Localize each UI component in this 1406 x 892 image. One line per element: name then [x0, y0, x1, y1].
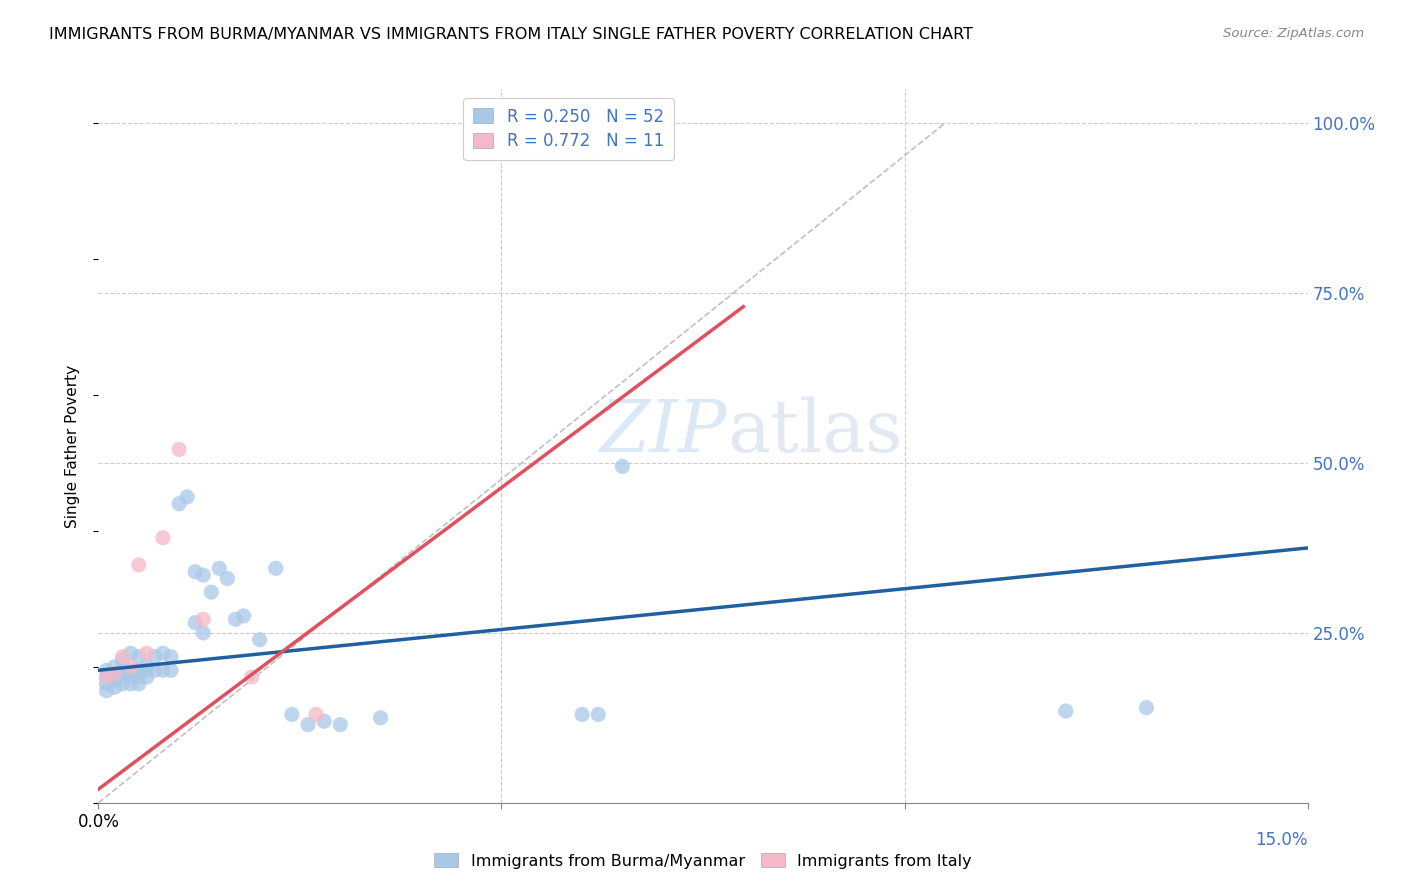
Point: [128, 677, 150, 691]
Point: [184, 615, 207, 630]
Point: [281, 707, 304, 722]
Point: [135, 670, 157, 684]
Text: Source: ZipAtlas.com: Source: ZipAtlas.com: [1223, 27, 1364, 40]
Point: [96, 670, 118, 684]
Text: atlas: atlas: [727, 396, 903, 467]
Point: [111, 677, 134, 691]
Point: [249, 632, 271, 647]
Point: [160, 663, 183, 677]
Point: [193, 612, 215, 626]
Point: [152, 663, 174, 677]
Point: [370, 711, 392, 725]
Point: [152, 531, 174, 545]
Legend: Immigrants from Burma/Myanmar, Immigrants from Italy: Immigrants from Burma/Myanmar, Immigrant…: [427, 847, 979, 875]
Point: [264, 561, 287, 575]
Text: IMMIGRANTS FROM BURMA/MYANMAR VS IMMIGRANTS FROM ITALY SINGLE FATHER POVERTY COR: IMMIGRANTS FROM BURMA/MYANMAR VS IMMIGRA…: [49, 27, 973, 42]
Point: [193, 568, 215, 582]
Point: [120, 663, 142, 677]
Point: [103, 666, 125, 681]
Point: [143, 663, 166, 677]
Point: [120, 660, 142, 674]
Point: [143, 649, 166, 664]
Point: [135, 663, 157, 677]
Point: [160, 649, 183, 664]
Point: [103, 666, 125, 681]
Point: [128, 558, 150, 572]
Point: [103, 673, 125, 688]
Point: [120, 677, 142, 691]
Point: [305, 707, 328, 722]
Point: [240, 670, 263, 684]
Point: [128, 649, 150, 664]
Point: [176, 490, 198, 504]
Text: ZIP: ZIP: [600, 396, 727, 467]
Point: [224, 612, 246, 626]
Point: [1135, 700, 1157, 714]
Point: [1054, 704, 1077, 718]
Point: [111, 653, 134, 667]
Point: [586, 707, 609, 722]
Point: [111, 670, 134, 684]
Point: [96, 677, 118, 691]
Point: [152, 646, 174, 660]
Legend: R = 0.250   N = 52, R = 0.772   N = 11: R = 0.250 N = 52, R = 0.772 N = 11: [464, 97, 673, 161]
Point: [297, 717, 319, 731]
Point: [314, 714, 336, 729]
Point: [167, 442, 190, 457]
Point: [184, 565, 207, 579]
Point: [128, 670, 150, 684]
Point: [111, 663, 134, 677]
Text: 15.0%: 15.0%: [1256, 831, 1308, 849]
Point: [208, 561, 231, 575]
Point: [96, 683, 118, 698]
Point: [128, 663, 150, 677]
Point: [167, 497, 190, 511]
Point: [232, 608, 254, 623]
Point: [103, 680, 125, 694]
Y-axis label: Single Father Poverty: Single Father Poverty: [65, 365, 80, 527]
Point: [200, 585, 222, 599]
Point: [135, 646, 157, 660]
Point: [193, 626, 215, 640]
Point: [217, 572, 239, 586]
Point: [111, 649, 134, 664]
Point: [120, 646, 142, 660]
Point: [103, 660, 125, 674]
Point: [96, 663, 118, 677]
Point: [135, 660, 157, 674]
Point: [96, 670, 118, 684]
Point: [571, 707, 593, 722]
Point: [612, 459, 634, 474]
Point: [329, 717, 352, 731]
Point: [120, 670, 142, 684]
